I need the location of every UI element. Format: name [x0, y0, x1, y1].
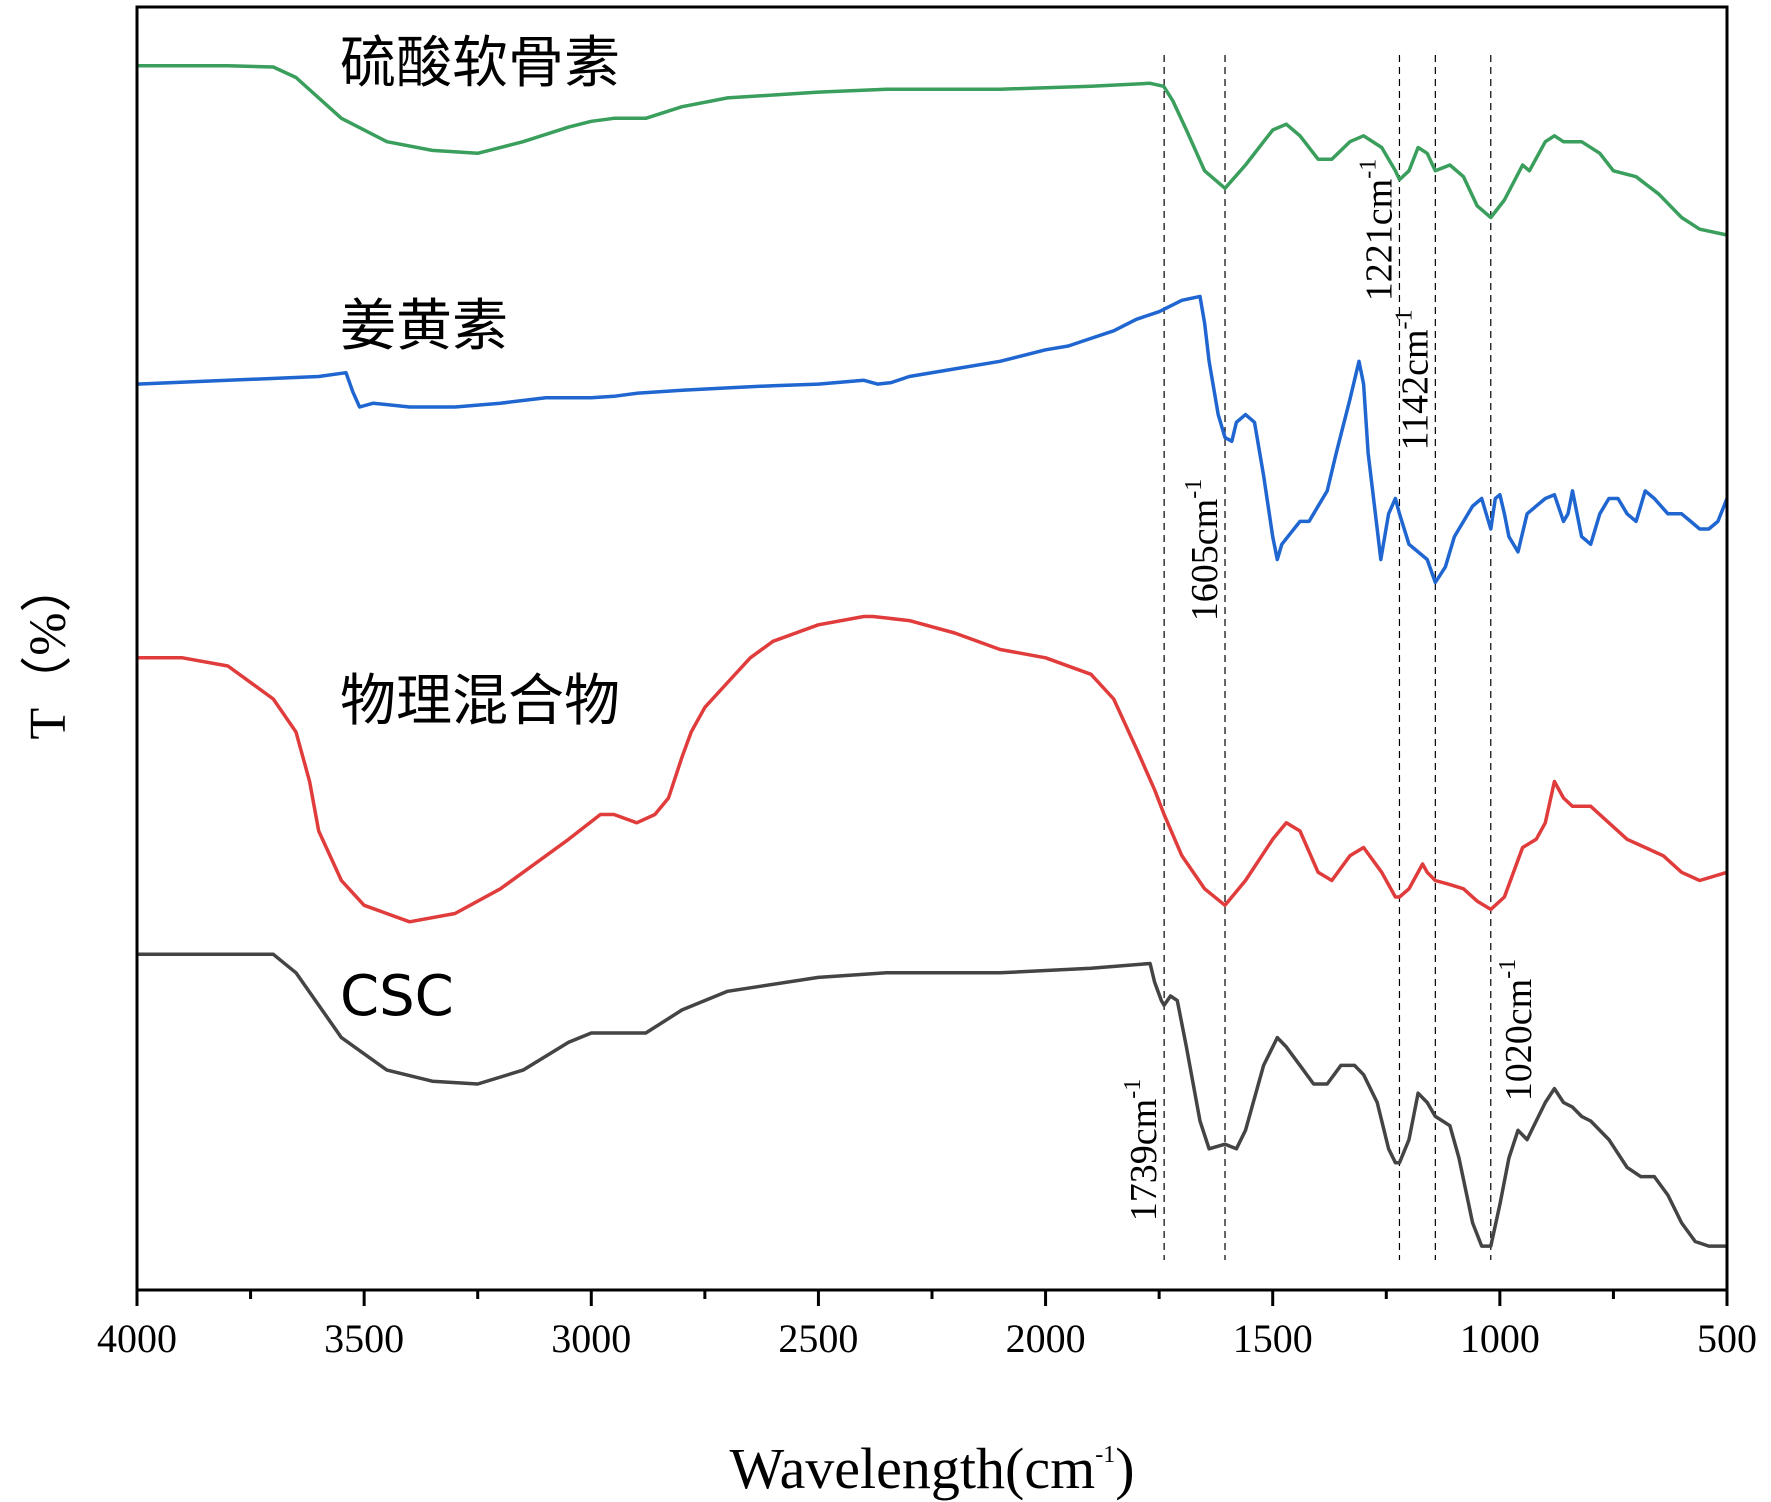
reference-label-1020: 1020cm-1	[1495, 959, 1540, 1101]
series-label-3: CSC	[340, 964, 454, 1029]
series-line-2	[137, 614, 1728, 924]
x-tick-label-500: 500	[1697, 1316, 1757, 1361]
series-label-1: 姜黄素	[340, 294, 508, 359]
reference-label-text: 1221cm	[1358, 179, 1400, 301]
series-line-0	[137, 64, 1728, 237]
series-group	[136, 64, 1729, 1248]
reference-label-text: 1605cm	[1184, 499, 1226, 621]
reference-label-1739: 1739cm-1	[1120, 1079, 1165, 1221]
reference-label-text: 1020cm	[1498, 979, 1540, 1101]
reference-label-1142: 1142cm-1	[1391, 309, 1436, 450]
x-tick-label-1500: 1500	[1233, 1316, 1313, 1361]
x-tick-label-2500: 2500	[778, 1316, 858, 1361]
axes	[135, 5, 1729, 1292]
y-axis-title: T（%）	[20, 560, 77, 739]
x-ticks: 4000 3500 3000 2500 2000 1500 1000 500	[97, 1290, 1757, 1361]
reference-label-text: 1739cm	[1123, 1099, 1165, 1221]
x-tick-label-1000: 1000	[1460, 1316, 1540, 1361]
reference-label-sup: -1	[1391, 309, 1417, 329]
reference-label-1221: 1221cm-1	[1355, 159, 1400, 301]
x-tick-label-3500: 3500	[324, 1316, 404, 1361]
x-tick-label-2000: 2000	[1006, 1316, 1086, 1361]
series-line-1	[136, 294, 1729, 585]
x-axis-title-close: )	[1115, 1436, 1134, 1501]
reference-label-sup: -1	[1355, 159, 1381, 179]
x-axis-title-text: Wavelength(cm	[729, 1436, 1095, 1501]
x-tick-label-4000: 4000	[97, 1316, 177, 1361]
series-label-0: 硫酸软骨素	[340, 31, 620, 96]
series-label-2: 物理混合物	[340, 669, 620, 734]
plot-frame	[135, 5, 1729, 1292]
reference-label-sup: -1	[1181, 479, 1207, 499]
reference-label-sup: -1	[1495, 959, 1521, 979]
x-tick-label-3000: 3000	[551, 1316, 631, 1361]
x-axis-title: Wavelength(cm-1)	[729, 1436, 1134, 1501]
reference-label-sup: -1	[1120, 1079, 1146, 1099]
series-line-3	[137, 952, 1727, 1248]
reference-label-text: 1142cm	[1394, 329, 1436, 450]
x-axis-title-sup: -1	[1095, 1442, 1115, 1468]
reference-label-1605: 1605cm-1	[1181, 479, 1226, 621]
